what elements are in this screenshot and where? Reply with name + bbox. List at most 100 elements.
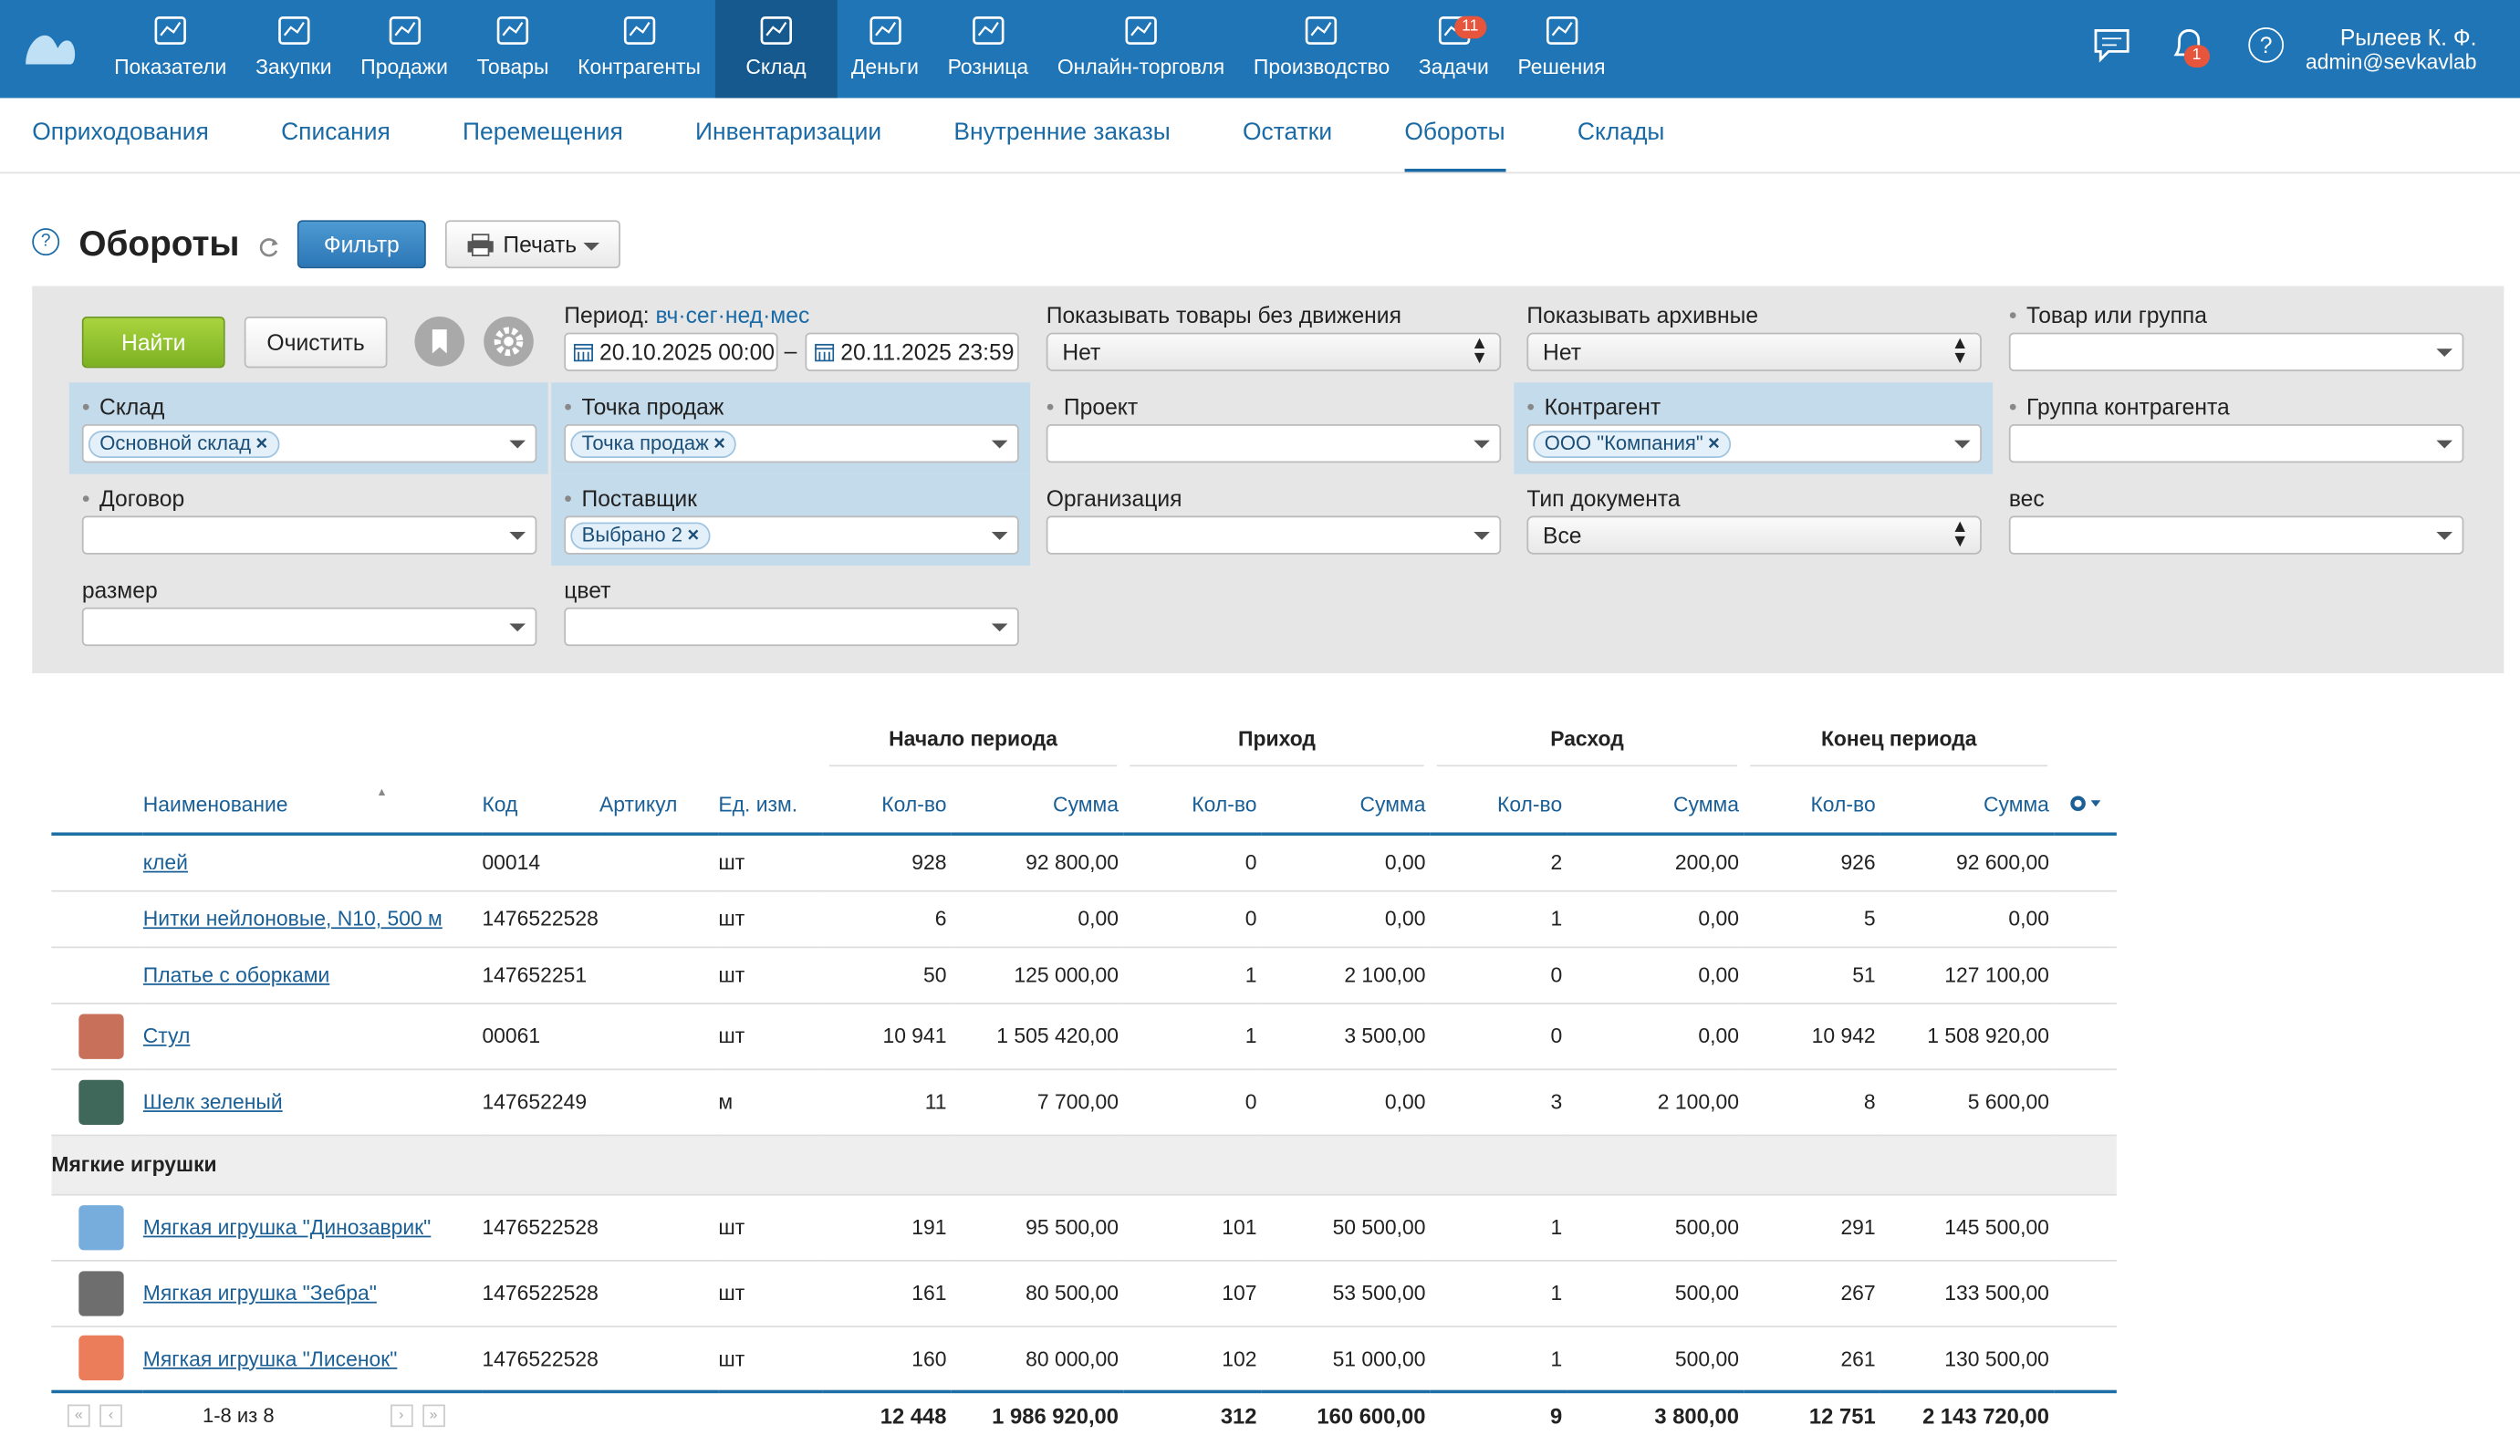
column-header[interactable]: Сумма xyxy=(1880,775,2054,834)
nav-item[interactable]: Решения xyxy=(1504,0,1620,98)
nav-item[interactable]: Производство xyxy=(1239,0,1404,98)
value-cell: 80 500,00 xyxy=(952,1260,1124,1326)
data-row: Мягкая игрушка "Динозаврик"1476522528шт1… xyxy=(51,1194,2117,1260)
clear-button[interactable]: Очистить xyxy=(245,317,388,368)
page-prev[interactable]: ‹ xyxy=(99,1405,122,1428)
nav-item[interactable]: Онлайн-торговля xyxy=(1043,0,1239,98)
period-link[interactable]: вч xyxy=(655,302,678,328)
nav-item[interactable]: Задачи11 xyxy=(1404,0,1504,98)
page-title: Обороты xyxy=(78,224,239,265)
column-title: Ед. изм. xyxy=(718,792,797,816)
column-header[interactable]: Сумма xyxy=(1262,775,1431,834)
column-header[interactable]: Кол-во xyxy=(823,775,952,834)
total-cell: 1 986 920,00 xyxy=(952,1391,1124,1438)
nav-item[interactable]: Деньги xyxy=(837,0,933,98)
print-button[interactable]: Печать xyxy=(445,220,620,268)
product-link[interactable]: клей xyxy=(143,850,188,874)
combo-field[interactable] xyxy=(1047,424,1501,463)
period-link[interactable]: мес xyxy=(770,302,809,328)
product-link[interactable]: Стул xyxy=(143,1024,191,1047)
filter-button[interactable]: Фильтр xyxy=(297,220,426,268)
nav-item[interactable]: Контрагенты xyxy=(563,0,715,98)
code-cell: 1476522528 xyxy=(482,890,599,947)
dropdown-caret xyxy=(2436,532,2452,540)
settings-button[interactable] xyxy=(484,317,534,367)
nav-icon xyxy=(1302,13,1340,48)
page-first[interactable]: « xyxy=(68,1405,90,1428)
combo-field[interactable]: Точка продаж× xyxy=(564,424,1018,463)
nav-item[interactable]: Товары xyxy=(463,0,564,98)
date-to[interactable]: 20.11.2025 23:59 xyxy=(806,333,1019,371)
refresh-icon[interactable] xyxy=(257,234,281,258)
help-icon[interactable]: ? xyxy=(2248,27,2284,63)
column-header[interactable]: Артикул xyxy=(599,775,718,834)
column-header[interactable]: Кол-во xyxy=(1431,775,1567,834)
sub-tab[interactable]: Внутренние заказы xyxy=(953,98,1170,172)
column-header[interactable]: Сумма xyxy=(1567,775,1744,834)
thumbnail-cell xyxy=(51,1003,142,1068)
help-icon[interactable]: ? xyxy=(32,228,59,255)
combo-field[interactable] xyxy=(82,515,536,554)
column-header[interactable]: Ед. изм. xyxy=(718,775,822,834)
product-link[interactable]: Мягкая игрушка "Динозаврик" xyxy=(143,1215,432,1239)
date-from[interactable]: 20.10.2025 00:00 xyxy=(564,333,777,371)
combo-field[interactable] xyxy=(1047,515,1501,554)
nav-label: Производство xyxy=(1254,55,1390,78)
article-cell xyxy=(599,890,718,947)
combo-field[interactable] xyxy=(2009,333,2463,371)
user-block[interactable]: Рылеев К. Ф. admin@sevkavlab xyxy=(2306,24,2476,75)
nav-label: Закупки xyxy=(255,55,332,78)
bookmark-button[interactable] xyxy=(414,317,464,367)
nav-item[interactable]: Розница xyxy=(933,0,1043,98)
tag-remove[interactable]: × xyxy=(713,432,725,455)
column-header[interactable]: Кол-во xyxy=(1123,775,1261,834)
select-field[interactable]: Нет▲▼ xyxy=(1047,333,1501,371)
sub-tab[interactable]: Оприходования xyxy=(32,98,209,172)
period-link[interactable]: сег xyxy=(686,302,718,328)
tag-remove[interactable]: × xyxy=(1708,432,1720,455)
combo-field[interactable] xyxy=(564,608,1018,646)
sub-tab[interactable]: Списания xyxy=(281,98,390,172)
code-cell: 147652249 xyxy=(482,1068,599,1134)
product-link[interactable]: Мягкая игрушка "Лисенок" xyxy=(143,1347,398,1370)
product-link[interactable]: Шелк зеленый xyxy=(143,1089,283,1113)
column-header[interactable]: Код xyxy=(482,775,599,834)
nav-item[interactable]: Продажи xyxy=(346,0,462,98)
tag-remove[interactable]: × xyxy=(687,524,699,546)
product-link[interactable]: Платье с оборками xyxy=(143,962,329,986)
sub-tab[interactable]: Перемещения xyxy=(463,98,623,172)
sub-tab[interactable]: Склады xyxy=(1578,98,1664,172)
tag-remove[interactable]: × xyxy=(255,432,267,455)
column-title: Сумма xyxy=(1053,792,1119,816)
combo-field[interactable]: Выбрано 2× xyxy=(564,515,1018,554)
select-field[interactable]: Все▲▼ xyxy=(1526,515,1981,554)
column-settings[interactable] xyxy=(2054,775,2117,834)
nav-item[interactable]: Склад xyxy=(715,0,837,98)
product-link[interactable]: Нитки нейлоновые, N10, 500 м xyxy=(143,906,443,930)
product-link[interactable]: Мягкая игрушка "Зебра" xyxy=(143,1281,377,1305)
combo-field[interactable] xyxy=(2009,515,2463,554)
sub-tab[interactable]: Обороты xyxy=(1404,98,1505,172)
combo-field[interactable]: ООО "Компания"× xyxy=(1526,424,1981,463)
code-cell: 1476522528 xyxy=(482,1326,599,1391)
sub-tab[interactable]: Инвентаризации xyxy=(695,98,881,172)
nav-item[interactable]: Закупки xyxy=(241,0,346,98)
page-last[interactable]: » xyxy=(422,1405,445,1428)
column-header[interactable]: Наименование▲ xyxy=(143,775,483,834)
select-field[interactable]: Нет▲▼ xyxy=(1526,333,1981,371)
column-title: Сумма xyxy=(1673,792,1739,816)
column-header[interactable]: Сумма xyxy=(952,775,1124,834)
find-button[interactable]: Найти xyxy=(82,317,225,368)
nav-item[interactable]: Показатели xyxy=(99,0,241,98)
sub-tab[interactable]: Остатки xyxy=(1243,98,1332,172)
group-title: Конец периода xyxy=(1750,726,2047,766)
combo-field[interactable]: Основной склад× xyxy=(82,424,536,463)
value-cell: 107 xyxy=(1123,1260,1261,1326)
combo-field[interactable] xyxy=(82,608,536,646)
chat-icon[interactable] xyxy=(2092,27,2130,63)
period-link[interactable]: нед xyxy=(725,302,763,328)
page-next[interactable]: › xyxy=(390,1405,412,1428)
combo-field[interactable] xyxy=(2009,424,2463,463)
column-header[interactable]: Кол-во xyxy=(1744,775,1880,834)
